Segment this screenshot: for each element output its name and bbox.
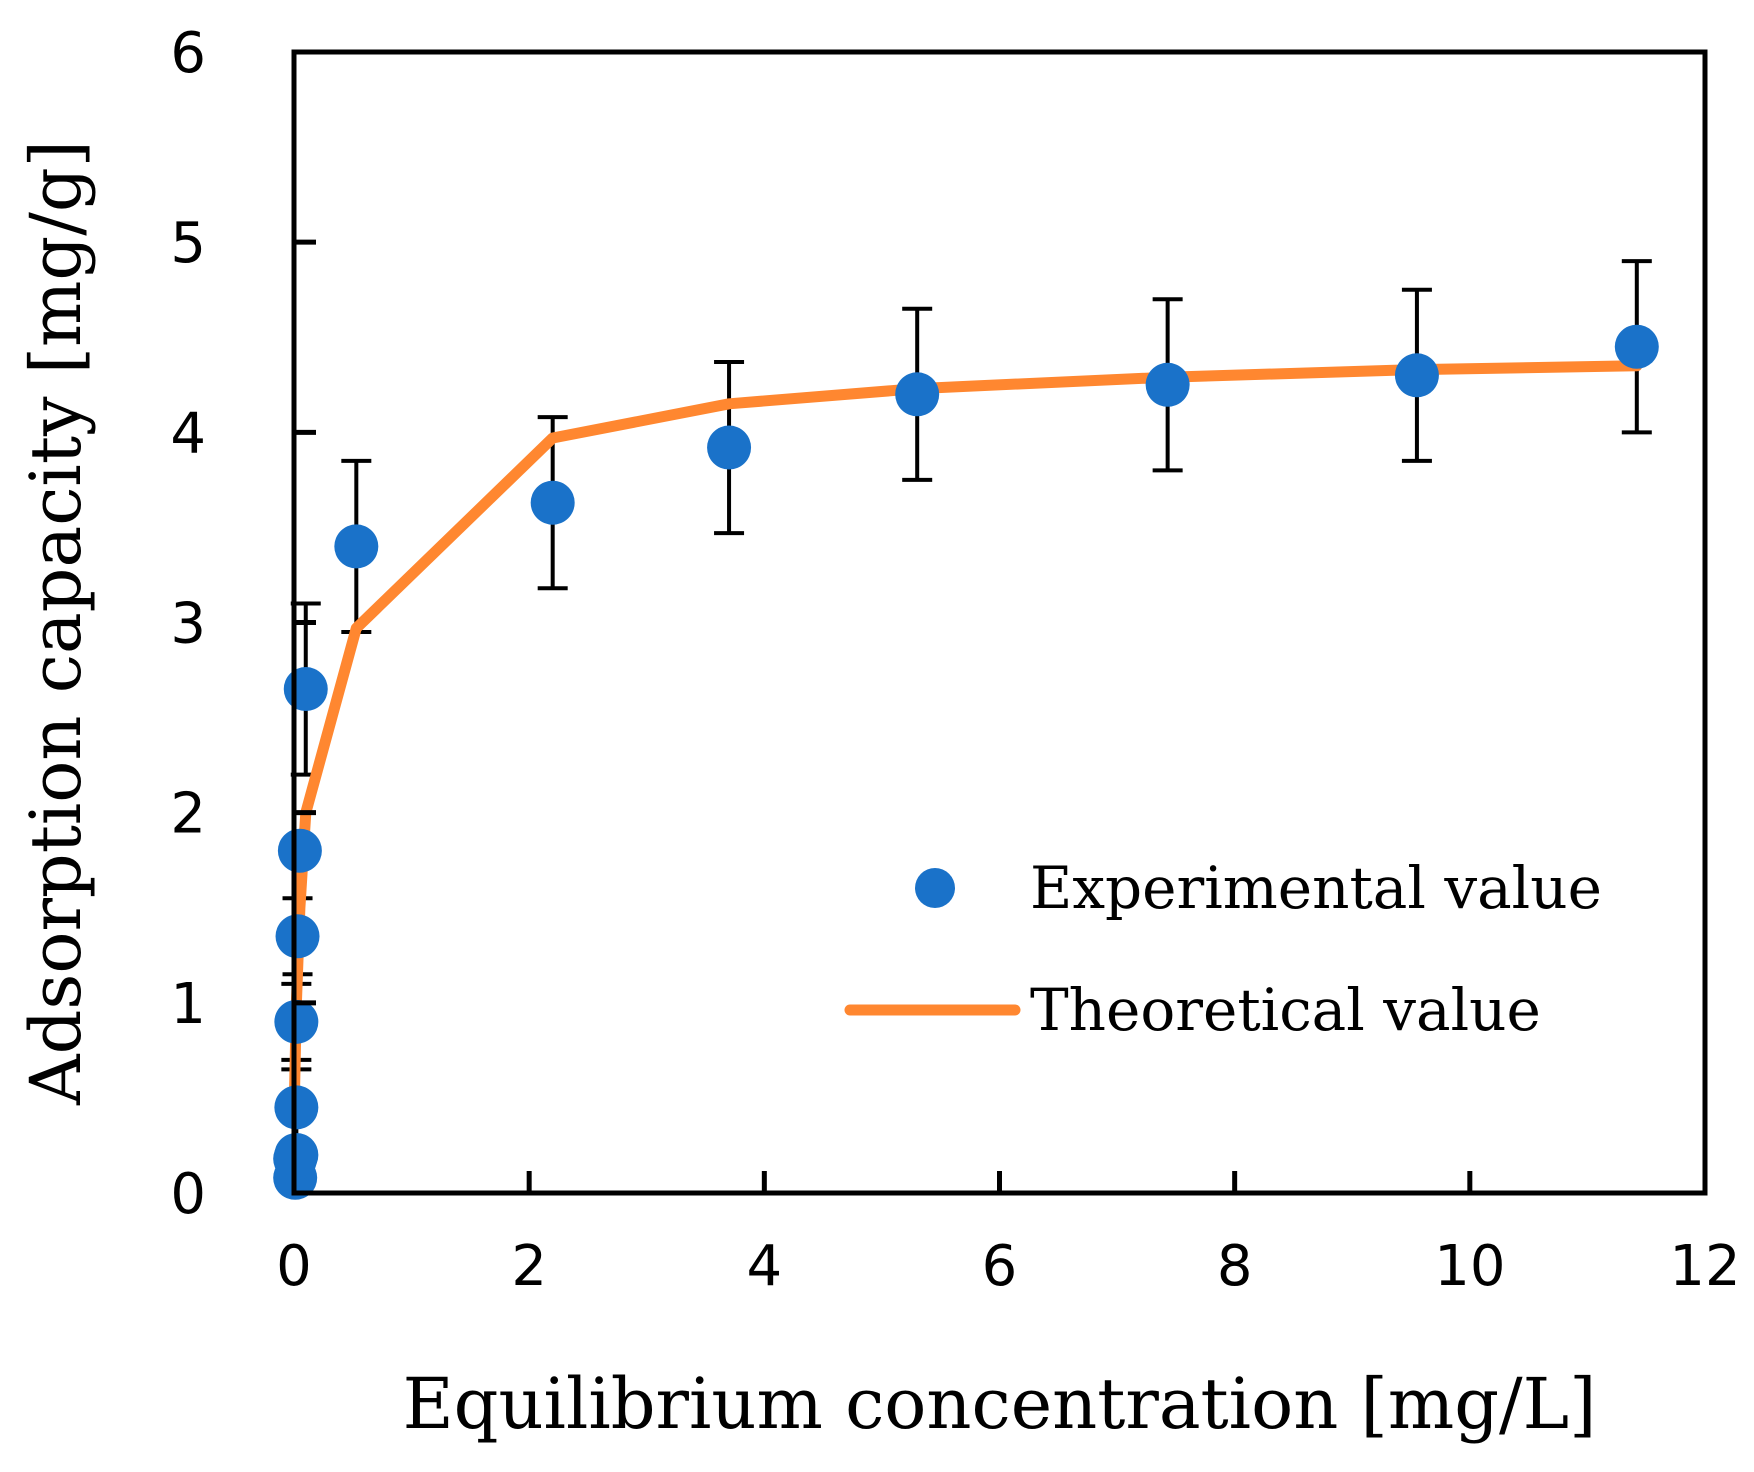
x-tick-label: 8: [1217, 1234, 1253, 1299]
experimental-data-point: [530, 480, 575, 525]
x-tick-label: 6: [982, 1234, 1018, 1299]
x-tick-label: 2: [511, 1234, 547, 1299]
y-axis-title: Adsorption capacity [mg/g]: [15, 140, 97, 1106]
x-tick-label: 10: [1434, 1234, 1505, 1299]
experimental-data-point: [1614, 324, 1659, 369]
y-tick-label: 0: [170, 1162, 206, 1227]
y-tick-label: 2: [170, 782, 206, 847]
experimental-data-point: [283, 667, 328, 712]
experimental-data-point: [1145, 362, 1190, 407]
experimental-data-point: [707, 425, 752, 470]
x-tick-label: 0: [276, 1234, 312, 1299]
y-tick-label: 6: [170, 21, 206, 86]
y-tick-label: 4: [170, 401, 206, 466]
experimental-data-point: [275, 914, 320, 959]
x-tick-label: 12: [1669, 1234, 1740, 1299]
experimental-data-point: [1394, 353, 1439, 398]
experimental-data-point: [334, 524, 379, 569]
x-tick-label: 4: [747, 1234, 783, 1299]
plot-layer: [273, 259, 1659, 1200]
legend: Experimental value Theoretical value: [844, 854, 1602, 1044]
x-axis-title: Equilibrium concentration [mg/L]: [403, 1363, 1597, 1445]
legend-experimental-label: Experimental value: [1030, 854, 1602, 922]
experimental-data-point: [895, 372, 940, 417]
experimental-data-point: [277, 828, 322, 873]
legend-experimental-marker: [915, 868, 955, 908]
y-tick-label: 5: [170, 211, 206, 276]
y-tick-label: 1: [170, 972, 206, 1037]
y-tick-label: 3: [170, 592, 206, 657]
legend-theoretical-label: Theoretical value: [1030, 976, 1541, 1044]
